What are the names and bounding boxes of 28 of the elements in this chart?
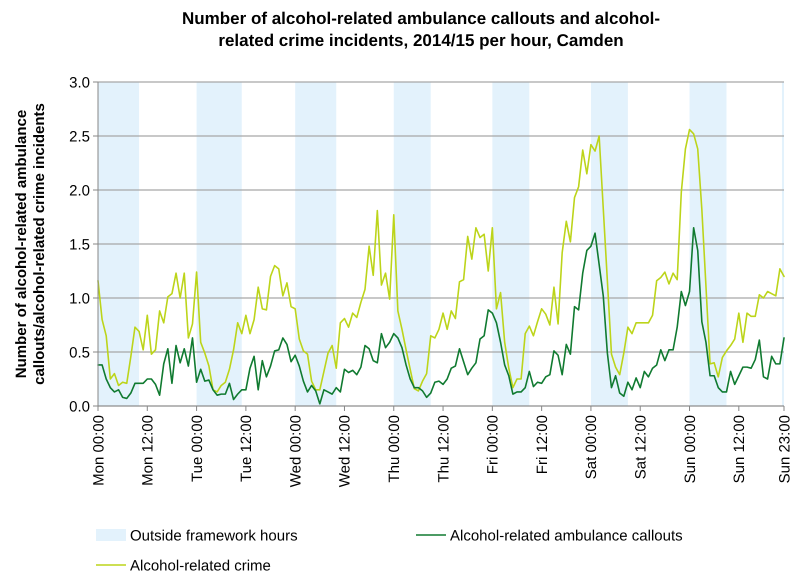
- x-tick-label: Wed 12:00: [336, 415, 354, 488]
- y-tick-label: 0.0: [69, 398, 90, 416]
- line-series: [97, 128, 785, 393]
- x-tick-label: Fri 12:00: [534, 415, 551, 474]
- text: Outside framework hours: [130, 527, 298, 544]
- y-axis-title: Number of alcohol-related ambulance callouts/alcohol-related crime incidents: [13, 103, 48, 385]
- chart-title: Number of alcohol-related ambulance callouts and alcohol-related crime incidents, 2014/15 per hour, Camden: [182, 9, 660, 50]
- legend-label: Alcohol-related crime: [130, 557, 271, 572]
- x-tick-label: Tue 12:00: [238, 415, 256, 482]
- legend-label: Alcohol-related ambulance callouts: [450, 527, 683, 544]
- x-tick-label: Mon 12:00: [140, 415, 157, 486]
- y-tick-label: 1.0: [69, 290, 90, 308]
- y-tick-label: 0.5: [69, 344, 90, 362]
- x-tick-label: Sun 12:00: [731, 415, 748, 484]
- x-tick-label: Fri 00:00: [484, 415, 502, 474]
- x-tick-label: Wed 00:00: [287, 415, 304, 488]
- x-tick-label: Sun 23:00: [776, 415, 794, 484]
- y-tick-label: 2.0: [69, 182, 90, 200]
- x-tick-label: Tue 00:00: [188, 415, 206, 482]
- x-tick-label: Thu 12:00: [435, 415, 452, 483]
- x-tick-label: Sat 12:00: [632, 415, 650, 480]
- x-tick-label: Sat 00:00: [583, 415, 600, 480]
- x-tick-label: Sun 00:00: [682, 415, 699, 484]
- x-tick-label: Mon 00:00: [90, 415, 108, 486]
- y-tick-label: 3.0: [69, 74, 90, 92]
- y-tick-label: 1.5: [69, 236, 90, 254]
- y-tick-label: 2.5: [69, 128, 90, 146]
- x-tick-label: Thu 00:00: [386, 415, 404, 483]
